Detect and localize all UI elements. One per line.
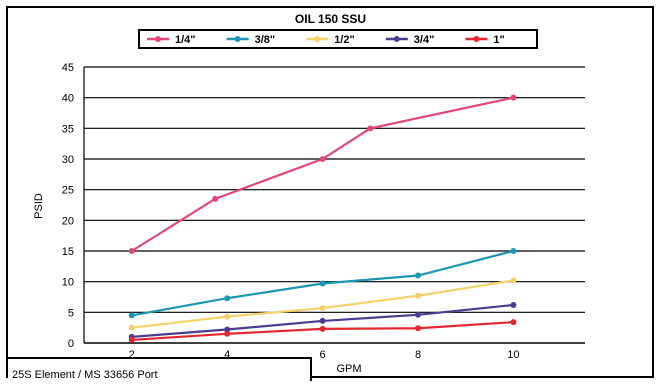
series-3-point-3 <box>415 311 421 318</box>
series-0-point-4 <box>510 94 517 101</box>
y-tick-label-25: 25 <box>62 185 74 197</box>
legend-swatch-marker-1 <box>234 36 241 42</box>
series-3-point-4 <box>510 301 517 308</box>
y-tick-label-35: 35 <box>62 123 74 135</box>
x-tick-label-2: 2 <box>129 349 135 361</box>
y-axis-label: PSID <box>33 193 45 219</box>
series-4-point-0 <box>128 336 135 343</box>
footer-note: 25S Element / MS 33656 Port <box>12 369 158 381</box>
series-3-point-2 <box>319 317 326 324</box>
series-1-point-3 <box>415 272 421 279</box>
y-tick-label-40: 40 <box>62 93 74 105</box>
series-1-point-1 <box>224 295 231 302</box>
series-4-point-1 <box>224 330 231 337</box>
x-tick-label-6: 6 <box>320 349 326 361</box>
series-2-point-1 <box>224 313 231 320</box>
x-tick-label-10: 10 <box>507 349 519 361</box>
legend-swatch-marker-3 <box>393 36 400 42</box>
series-2-point-3 <box>415 292 421 299</box>
legend-label-1: 3/8" <box>255 34 276 46</box>
series-line-0 <box>131 96 514 252</box>
x-tick-label-8: 8 <box>415 349 421 361</box>
series-4-point-3 <box>415 325 421 332</box>
y-tick-label-10: 10 <box>62 277 74 289</box>
series-4-point-2 <box>319 325 326 332</box>
y-tick-label-30: 30 <box>62 154 74 166</box>
legend-box <box>138 29 538 49</box>
legend-swatch-marker-2 <box>314 36 321 42</box>
series-4-point-4 <box>510 319 517 326</box>
legend-swatch-marker-4 <box>473 36 480 42</box>
series-2-point-0 <box>128 324 135 331</box>
series-1-point-2 <box>319 280 326 287</box>
x-axis-label: GPM <box>336 363 361 375</box>
series-2-point-2 <box>319 305 326 312</box>
chart-frame <box>6 6 654 378</box>
y-tick-label-45: 45 <box>62 62 74 74</box>
footer-box <box>8 357 312 381</box>
chart-title: OIL 150 SSU <box>294 12 367 26</box>
x-tick-label-4: 4 <box>224 349 230 361</box>
y-tick-label-15: 15 <box>62 246 74 258</box>
legend-label-2: 1/2" <box>334 34 355 46</box>
series-0-point-1 <box>212 195 219 202</box>
legend-label-0: 1/4" <box>175 34 196 46</box>
legend-label-4: 1" <box>493 34 504 46</box>
series-2-point-4 <box>510 277 517 284</box>
y-tick-label-5: 5 <box>68 307 74 319</box>
series-0-point-3 <box>367 125 374 132</box>
series-0-point-0 <box>128 248 135 254</box>
legend-swatch-marker-0 <box>155 36 161 42</box>
legend-label-3: 3/4" <box>414 34 435 46</box>
series-1-point-0 <box>128 312 135 319</box>
y-tick-label-0: 0 <box>68 338 74 350</box>
series-1-point-4 <box>510 248 517 254</box>
y-tick-label-20: 20 <box>62 215 74 227</box>
series-0-point-2 <box>319 156 326 162</box>
series-3-point-1 <box>224 326 231 333</box>
